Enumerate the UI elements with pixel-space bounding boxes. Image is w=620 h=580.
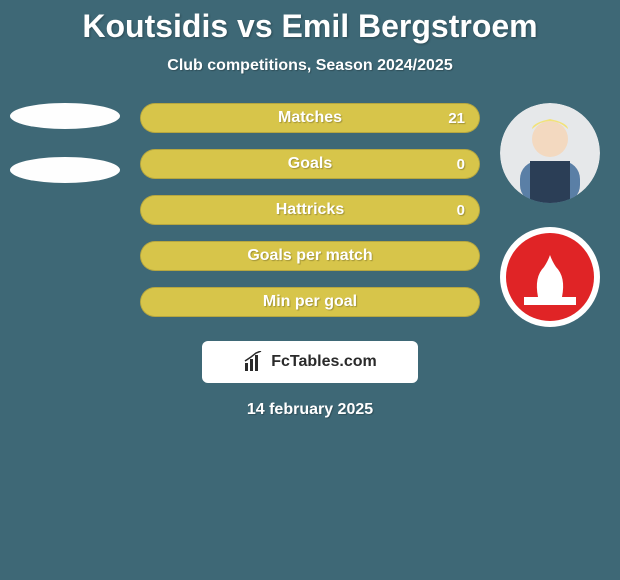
- stats-area: Matches21Goals0Hattricks0Goals per match…: [0, 103, 620, 333]
- stat-row: Goals0: [140, 149, 480, 179]
- stat-label: Goals: [141, 150, 479, 178]
- player2-club-crest: [500, 227, 600, 327]
- stat-value-right: 0: [457, 150, 465, 178]
- comparison-card: Koutsidis vs Emil Bergstroem Club compet…: [0, 0, 620, 580]
- branding-text: FcTables.com: [271, 353, 377, 371]
- stat-label: Goals per match: [141, 242, 479, 270]
- stat-label: Hattricks: [141, 196, 479, 224]
- stat-label: Matches: [141, 104, 479, 132]
- date-text: 14 february 2025: [0, 401, 620, 419]
- stat-label: Min per goal: [141, 288, 479, 316]
- chart-icon: [243, 351, 265, 373]
- stat-row: Hattricks0: [140, 195, 480, 225]
- subtitle: Club competitions, Season 2024/2025: [0, 57, 620, 75]
- player1-club-placeholder: [10, 157, 120, 183]
- stat-value-right: 0: [457, 196, 465, 224]
- right-player-col: [500, 103, 600, 327]
- player2-avatar: [500, 103, 600, 203]
- stat-row: Goals per match: [140, 241, 480, 271]
- left-player-col: [10, 103, 120, 211]
- stat-row: Min per goal: [140, 287, 480, 317]
- player1-avatar-placeholder: [10, 103, 120, 129]
- stat-value-right: 21: [448, 104, 465, 132]
- page-title: Koutsidis vs Emil Bergstroem: [0, 0, 620, 45]
- branding-badge: FcTables.com: [202, 341, 418, 383]
- stat-row: Matches21: [140, 103, 480, 133]
- stat-bars: Matches21Goals0Hattricks0Goals per match…: [140, 103, 480, 333]
